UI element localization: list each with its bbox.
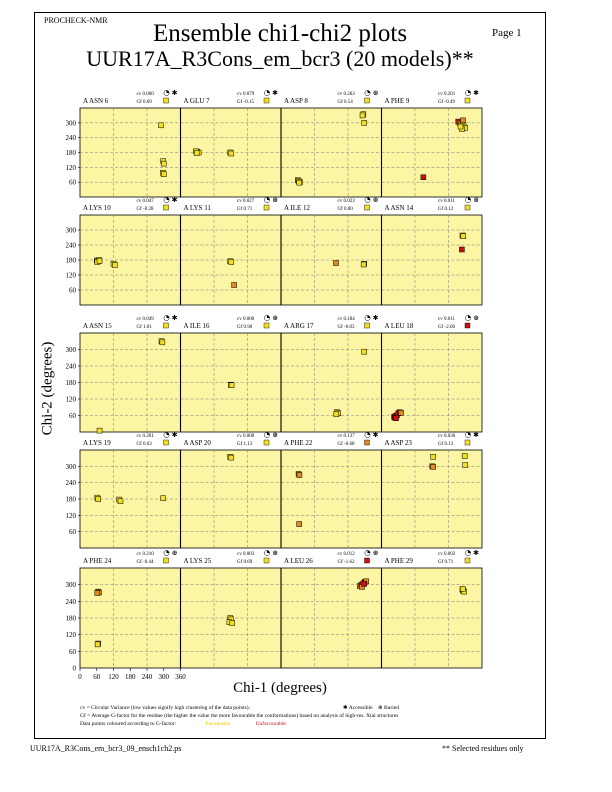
page-title: Ensemble chi1-chi2 plots xyxy=(152,20,408,47)
footer-cv-text: cv = Circular Variance (low values signi… xyxy=(80,705,250,711)
footer-buried: ⊛ Buried xyxy=(378,705,399,711)
footer-gf-note: Gf = Average G-factor for the residue (t… xyxy=(80,713,399,719)
footer-color-note: Data points coloured according to G-fact… xyxy=(80,721,286,727)
accessible-icon: ✱ xyxy=(343,705,348,711)
y-axis-label: Chi-2 (degrees) xyxy=(39,341,56,436)
color-note-text: Data points coloured according to G-fact… xyxy=(80,721,177,727)
page-subtitle: UUR17A_R3Cons_em_bcr3 (20 models)** xyxy=(86,46,474,71)
accessible-label: Accessible xyxy=(348,705,373,711)
footer-accessible: ✱ Accessible xyxy=(343,705,373,711)
unfavourable-label: Unfavourable xyxy=(255,721,286,727)
page-frame xyxy=(34,12,546,739)
file-name: UUR17A_R3Cons_em_bcr3_09_ensch1ch2.ps xyxy=(30,744,182,753)
program-name: PROCHECK-NMR xyxy=(44,16,108,25)
buried-icon: ⊛ xyxy=(378,705,383,711)
page-label: Page 1 xyxy=(492,27,522,39)
footer-cv-note: cv = Circular Variance (low values signi… xyxy=(80,705,250,711)
selected-note: ** Selected residues only xyxy=(442,744,524,753)
favourable-label: Favourable xyxy=(205,721,231,727)
x-axis-label: Chi-1 (degrees) xyxy=(233,680,327,696)
buried-label: Buried xyxy=(383,705,399,711)
